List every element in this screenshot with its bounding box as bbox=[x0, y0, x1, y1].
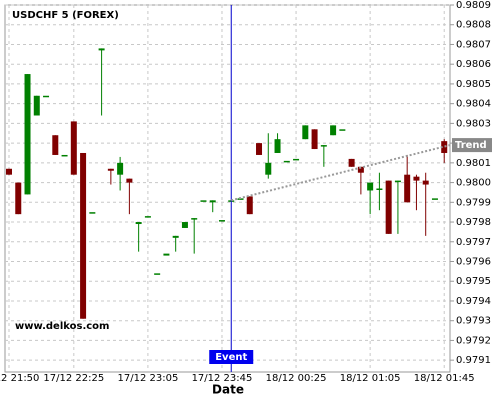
candle-body bbox=[135, 222, 142, 225]
candle-body bbox=[385, 180, 392, 234]
candle-body bbox=[256, 143, 263, 155]
y-tick-label: 0.9798 bbox=[456, 217, 491, 228]
y-tick-label: 0.9803 bbox=[456, 118, 491, 129]
candle-body bbox=[172, 235, 179, 238]
candle-body bbox=[89, 212, 96, 214]
x-tick-label: 17/12 23:05 bbox=[117, 373, 178, 384]
candle-body bbox=[265, 162, 272, 175]
plot-area bbox=[4, 4, 451, 373]
x-tick-label: 17/12 23:45 bbox=[192, 373, 253, 384]
chart-title: USDCHF 5 (FOREX) bbox=[12, 10, 119, 21]
candle-body bbox=[302, 125, 309, 140]
candle-body bbox=[394, 180, 401, 183]
y-tick-label: 0.9791 bbox=[456, 355, 491, 366]
candle-body bbox=[6, 168, 12, 175]
candle-body bbox=[117, 162, 124, 175]
x-axis-label: Date bbox=[212, 383, 244, 397]
candle-body bbox=[237, 198, 244, 200]
candle-body bbox=[330, 125, 337, 136]
y-tick-label: 0.9795 bbox=[456, 276, 491, 287]
candle-body bbox=[431, 198, 438, 200]
candle-body bbox=[311, 129, 318, 150]
x-tick-label: 17/12 22:25 bbox=[43, 373, 104, 384]
candle-body bbox=[320, 145, 327, 147]
event-label: Event bbox=[215, 352, 247, 363]
candle-body bbox=[200, 200, 207, 202]
y-tick-label: 0.9809 bbox=[456, 0, 491, 11]
candle-body bbox=[52, 135, 59, 155]
y-tick-label: 0.9804 bbox=[456, 99, 491, 110]
candle-body bbox=[154, 273, 161, 275]
y-tick-label: 0.9797 bbox=[456, 237, 491, 248]
watermark: www.delkos.com bbox=[15, 321, 109, 332]
y-tick-label: 0.9796 bbox=[456, 257, 491, 268]
y-tick-label: 0.9799 bbox=[456, 197, 491, 208]
y-tick-label: 0.9808 bbox=[456, 20, 491, 31]
candle-body bbox=[218, 220, 225, 222]
event-box bbox=[209, 350, 254, 364]
y-tick-label: 0.9793 bbox=[456, 316, 491, 327]
candle-body bbox=[293, 158, 300, 161]
y-tick-label: 0.9794 bbox=[456, 296, 491, 307]
candle-body bbox=[33, 95, 40, 116]
candle-body bbox=[348, 158, 355, 167]
y-tick-label: 0.9792 bbox=[456, 335, 491, 346]
candle-body bbox=[246, 196, 253, 215]
x-tick-label: 18/12 00:25 bbox=[266, 373, 327, 384]
candle-body bbox=[209, 200, 216, 203]
candle-body bbox=[339, 129, 346, 131]
candle-body bbox=[422, 180, 429, 185]
candle-body bbox=[70, 121, 77, 175]
trend-label: Trend bbox=[455, 140, 487, 151]
candle-body bbox=[24, 74, 31, 195]
candle-body bbox=[413, 176, 420, 181]
candle-body bbox=[367, 182, 374, 191]
candle-body bbox=[144, 216, 151, 218]
x-tick-label: 17/12 21:50 bbox=[0, 373, 39, 384]
candle-body bbox=[126, 178, 133, 183]
x-tick-label: 18/12 01:05 bbox=[340, 373, 401, 384]
y-tick-label: 0.9801 bbox=[456, 158, 491, 169]
candle-body bbox=[61, 154, 68, 157]
y-tick-label: 0.9807 bbox=[456, 39, 491, 50]
candle-body bbox=[163, 253, 170, 256]
candle-body bbox=[441, 141, 448, 153]
candle-body bbox=[357, 166, 364, 173]
candle-body bbox=[181, 222, 188, 228]
candle-body bbox=[404, 174, 411, 203]
candle-body bbox=[80, 152, 87, 319]
candle-body bbox=[376, 188, 383, 190]
candle-body bbox=[274, 139, 281, 153]
candle-body bbox=[15, 182, 22, 215]
y-tick-label: 0.9806 bbox=[456, 59, 491, 70]
trend-line bbox=[230, 144, 451, 202]
trend-box bbox=[452, 138, 492, 153]
y-tick-label: 0.9800 bbox=[456, 178, 491, 189]
x-tick-label: 18/12 01:45 bbox=[414, 373, 475, 384]
candle-body bbox=[191, 218, 198, 220]
candle-body bbox=[283, 160, 290, 163]
candle-body bbox=[107, 168, 114, 171]
candle-body bbox=[43, 95, 50, 98]
candle-body bbox=[98, 48, 105, 51]
y-tick-label: 0.9805 bbox=[456, 79, 491, 90]
